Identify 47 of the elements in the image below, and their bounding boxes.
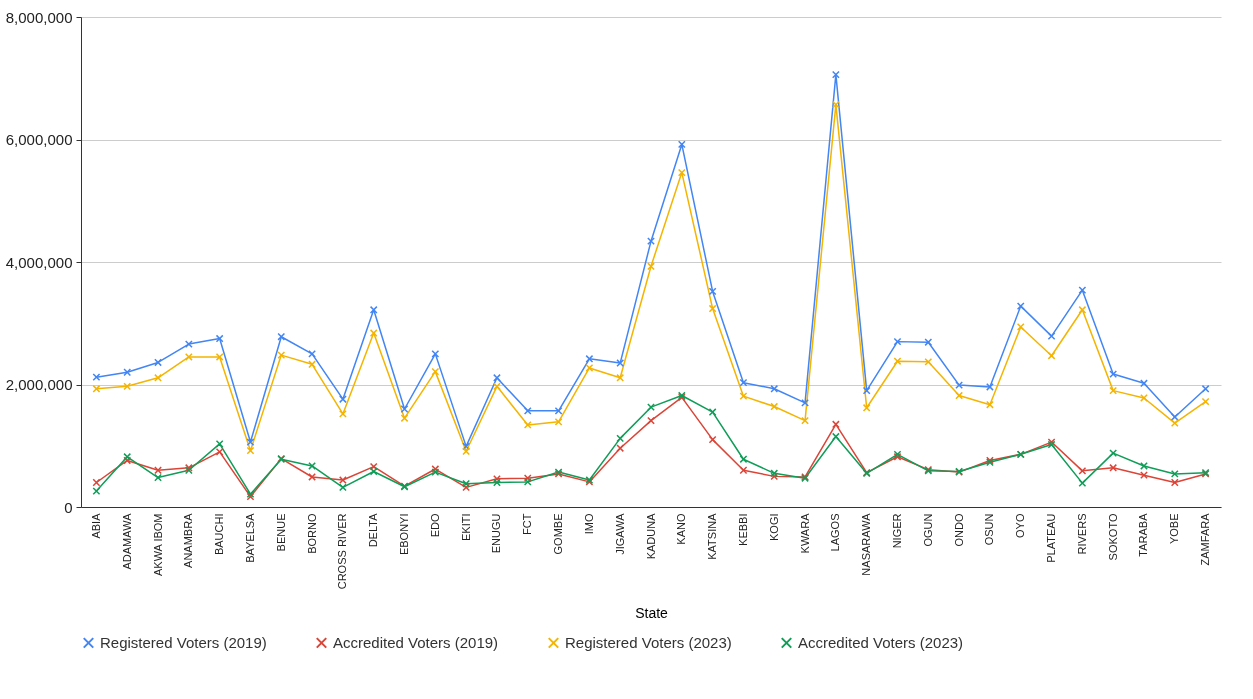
x-tick-label: EKITI xyxy=(459,513,472,542)
x-tick-label: GOMBE xyxy=(552,513,565,555)
x-tick-label: OYO xyxy=(1014,513,1027,538)
x-tick-label: KATSINA xyxy=(706,512,719,560)
legend-label: Accredited Voters (2019) xyxy=(333,633,499,651)
y-tick-label: 4,000,000 xyxy=(5,253,73,271)
y-tick-label: 8,000,000 xyxy=(5,8,73,26)
x-tick-label: OSUN xyxy=(983,513,996,546)
x-tick-label: ADAMAWA xyxy=(120,512,133,570)
y-tick-label: 6,000,000 xyxy=(5,131,73,148)
x-tick-label: IMO xyxy=(582,513,595,535)
x-tick-label: EDO xyxy=(428,513,441,538)
legend-label: Accredited Voters (2023) xyxy=(798,633,964,651)
x-tick-label: EBONYI xyxy=(398,513,411,556)
x-tick-label: ONDO xyxy=(952,513,965,547)
x-tick-label: CROSS RIVER xyxy=(336,513,349,590)
x-tick-label: BAYELSA xyxy=(243,512,256,563)
x-tick-label: YOBE xyxy=(1168,513,1181,545)
x-tick-label: SOKOTO xyxy=(1106,513,1119,561)
x-axis-title: State xyxy=(635,605,669,622)
legend-label: Registered Voters (2019) xyxy=(100,633,267,651)
x-tick-label: BENUE xyxy=(274,513,287,552)
x-tick-label: ZAMFARA xyxy=(1199,512,1212,566)
x-tick-label: TARABA xyxy=(1137,512,1150,557)
x-tick-label: BORNO xyxy=(305,513,318,554)
x-tick-label: RIVERS xyxy=(1075,513,1088,555)
x-tick-label: KWARA xyxy=(798,512,811,554)
x-tick-label: ANAMBRA xyxy=(182,512,195,568)
x-tick-label: PLATEAU xyxy=(1045,513,1058,563)
x-tick-label: FCT xyxy=(521,513,534,535)
x-tick-label: LAGOS xyxy=(829,513,842,552)
legend-label: Registered Voters (2023) xyxy=(565,633,732,651)
y-tick-label: 2,000,000 xyxy=(5,376,73,393)
x-tick-label: JIGAWA xyxy=(613,512,626,555)
x-tick-label: KOGI xyxy=(767,513,780,542)
x-tick-label: KADUNA xyxy=(644,512,657,560)
x-tick-label: KEBBI xyxy=(736,513,749,546)
x-tick-label: OGUN xyxy=(921,513,934,547)
y-tick-label: 0 xyxy=(64,498,73,516)
x-tick-label: KANO xyxy=(675,513,688,545)
x-tick-label: DELTA xyxy=(367,512,380,548)
x-tick-label: ABIA xyxy=(89,512,102,539)
x-tick-label: ENUGU xyxy=(490,513,503,554)
x-tick-label: NASARAWA xyxy=(860,512,873,576)
x-tick-label: NIGER xyxy=(890,513,903,549)
x-tick-label: AKWA IBOM xyxy=(151,513,164,577)
x-tick-label: BAUCHI xyxy=(213,513,226,556)
